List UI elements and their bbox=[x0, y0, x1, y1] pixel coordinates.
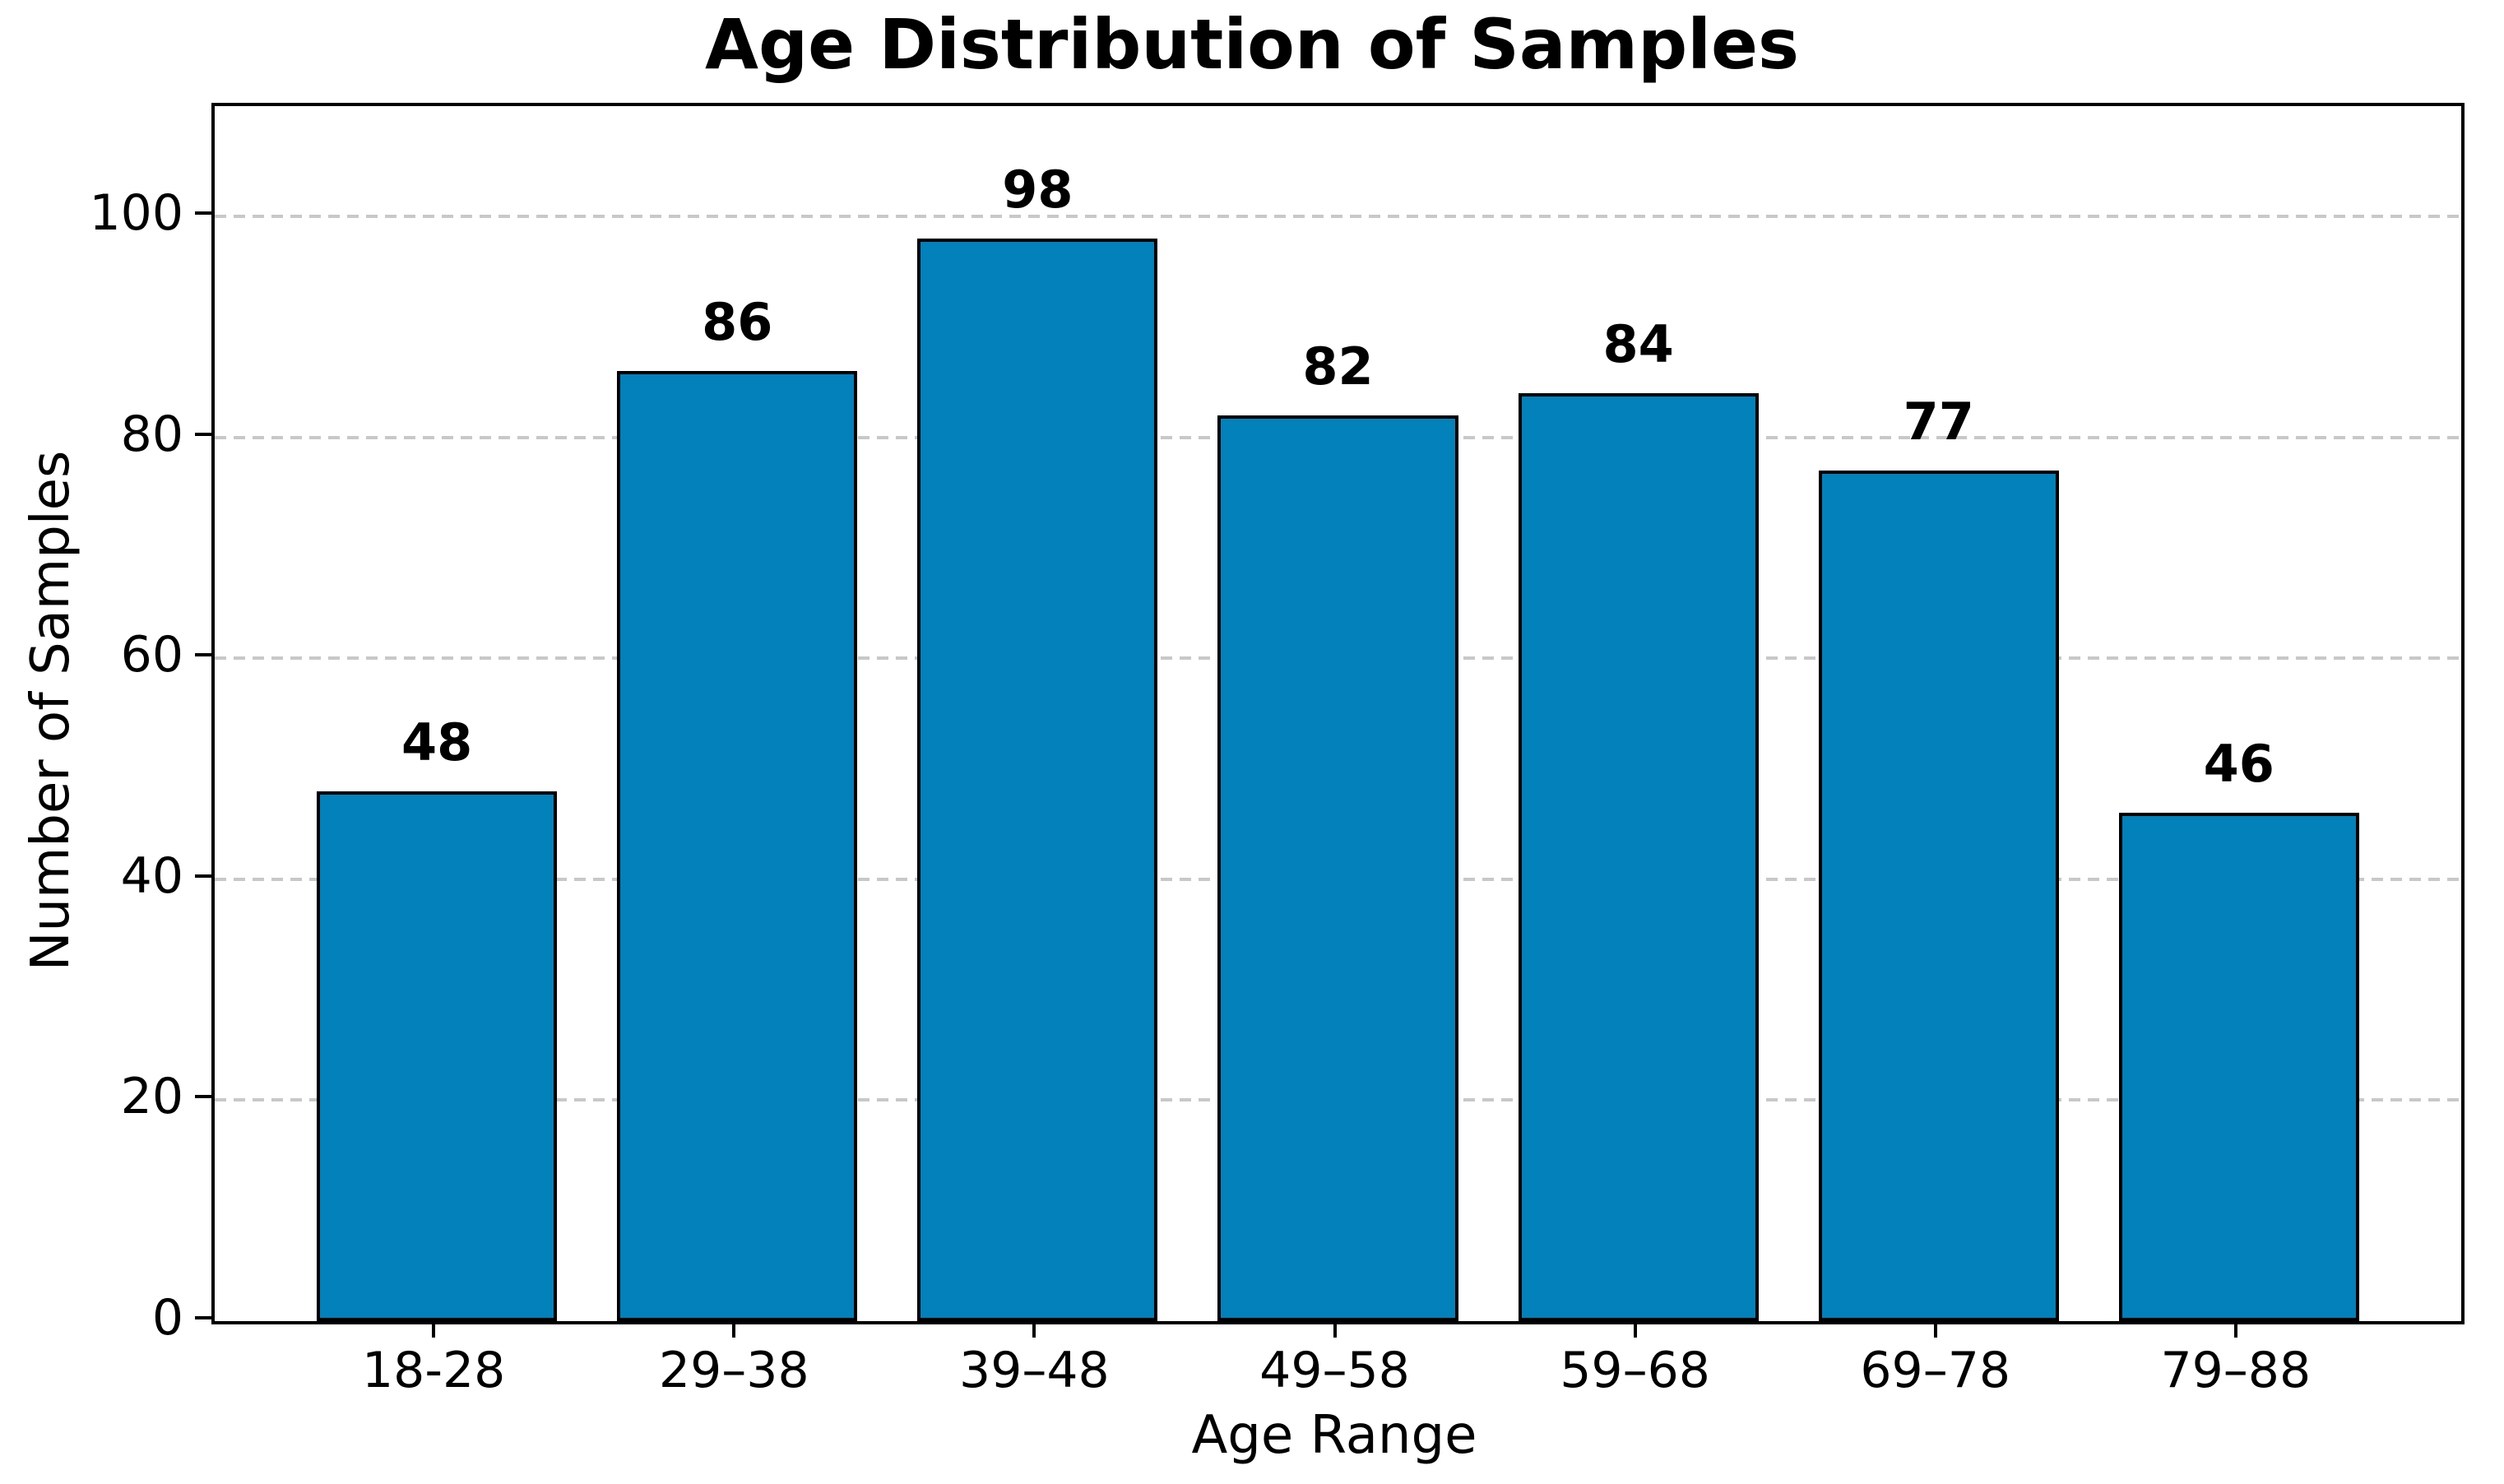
bar-value-label: 46 bbox=[2203, 734, 2274, 795]
x-tick-mark-79–88 bbox=[2233, 1321, 2237, 1338]
y-tick-label: 60 bbox=[120, 626, 183, 684]
bar-39–48 bbox=[917, 239, 1158, 1321]
x-tick-mark-69–78 bbox=[1933, 1321, 1937, 1338]
x-tick-label: 18-28 bbox=[361, 1342, 506, 1399]
x-tick-label: 49–58 bbox=[1259, 1342, 1410, 1399]
y-tick-mark-0 bbox=[195, 1316, 211, 1319]
x-tick-label: 79–88 bbox=[2160, 1342, 2312, 1399]
x-axis-label: Age Range bbox=[1191, 1405, 1477, 1466]
y-tick-label: 100 bbox=[89, 184, 183, 243]
chart-title: Age Distribution of Samples bbox=[705, 4, 1799, 85]
bar-69–78 bbox=[1818, 471, 2059, 1321]
bar-value-label: 77 bbox=[1903, 392, 1974, 452]
x-tick-label: 59–68 bbox=[1560, 1342, 1710, 1399]
bar-18-28 bbox=[317, 791, 558, 1321]
x-tick-mark-18-28 bbox=[432, 1321, 436, 1338]
bar-79–88 bbox=[2118, 813, 2359, 1321]
y-tick-mark-60 bbox=[195, 653, 211, 657]
bar-value-label: 82 bbox=[1302, 336, 1374, 397]
y-tick-mark-40 bbox=[195, 874, 211, 878]
bar-value-label: 98 bbox=[1002, 160, 1073, 220]
bar-49–58 bbox=[1217, 415, 1458, 1321]
plot-area: 48 86 98 82 84 77 46 bbox=[211, 103, 2465, 1324]
x-tick-mark-29–38 bbox=[732, 1321, 736, 1338]
y-tick-label: 20 bbox=[120, 1068, 183, 1126]
y-tick-label: 40 bbox=[120, 846, 183, 905]
x-tick-label: 39–48 bbox=[959, 1342, 1110, 1399]
y-tick-label: 80 bbox=[120, 405, 183, 463]
x-tick-label: 69–78 bbox=[1860, 1342, 2011, 1399]
y-axis-label: Number of Samples bbox=[20, 450, 81, 972]
bar-29–38 bbox=[617, 371, 858, 1321]
x-tick-mark-39–48 bbox=[1032, 1321, 1036, 1338]
bar-value-label: 84 bbox=[1602, 314, 1674, 375]
bar-59–68 bbox=[1518, 393, 1759, 1321]
gridline-y-100 bbox=[215, 215, 2461, 219]
y-tick-mark-20 bbox=[195, 1095, 211, 1099]
bar-value-label: 48 bbox=[401, 712, 473, 772]
x-tick-mark-49–58 bbox=[1333, 1321, 1337, 1338]
y-tick-mark-100 bbox=[195, 211, 211, 216]
bar-value-label: 86 bbox=[702, 292, 773, 353]
x-tick-label: 29–38 bbox=[658, 1342, 809, 1399]
y-tick-mark-80 bbox=[195, 432, 211, 436]
x-tick-mark-59–68 bbox=[1633, 1321, 1637, 1338]
y-tick-label: 0 bbox=[151, 1289, 183, 1347]
